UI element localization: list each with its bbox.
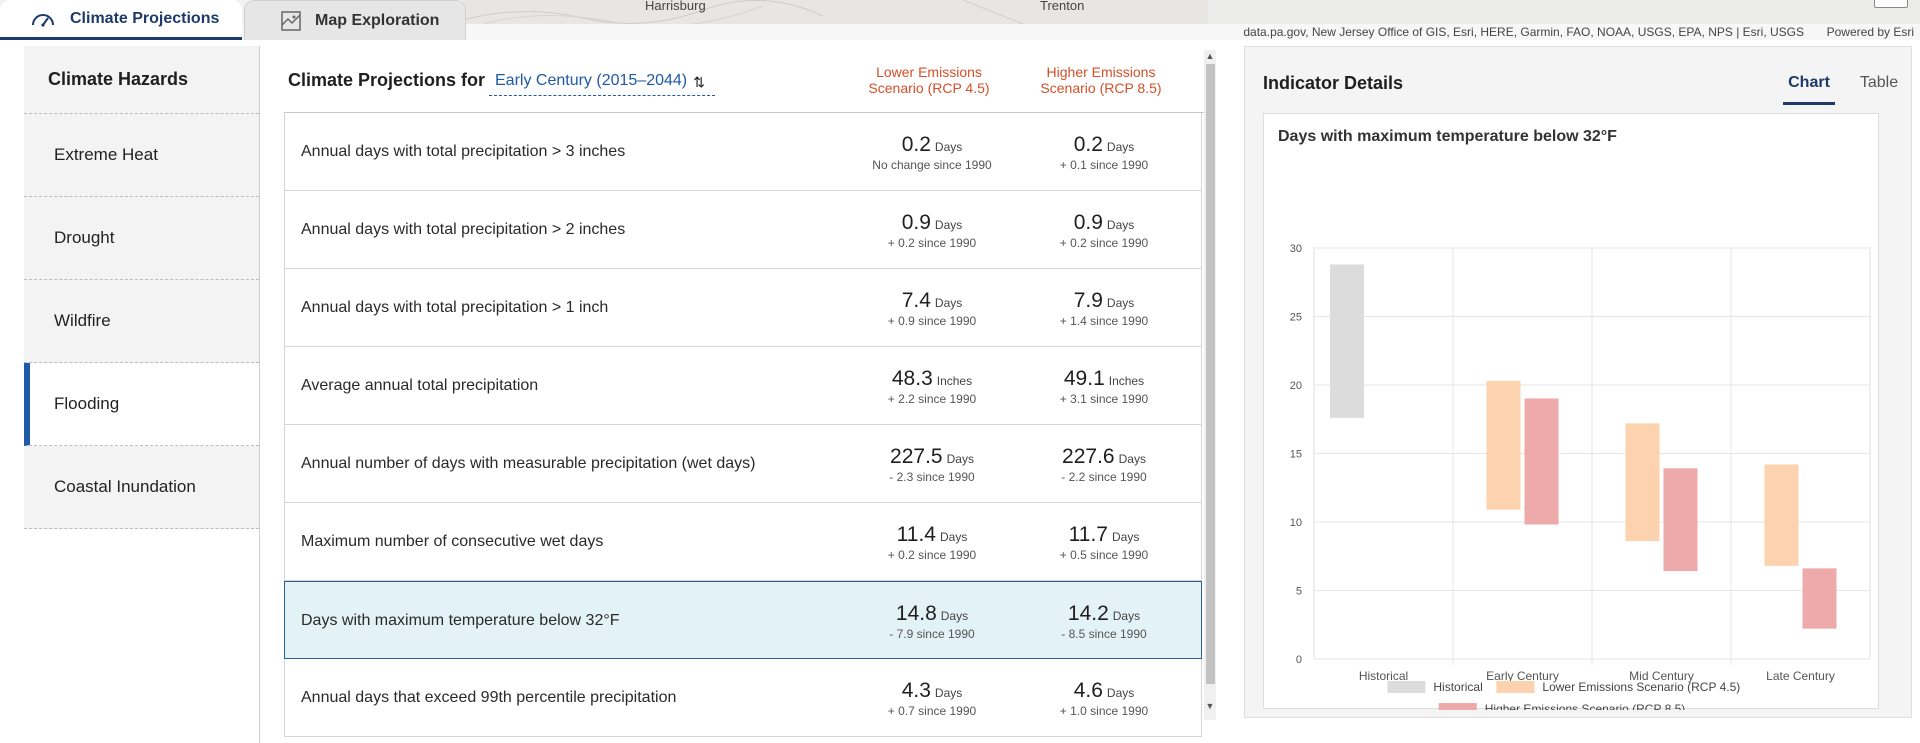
sidebar-item-drought[interactable]: Drought (24, 197, 259, 280)
table-row[interactable]: Annual days with total precipitation > 3… (284, 113, 1202, 191)
tab-table[interactable]: Table (1859, 74, 1899, 91)
map-icon (281, 10, 301, 31)
indicator-details-title: Indicator Details (1263, 73, 1404, 93)
y-tick-label: 15 (1290, 449, 1302, 461)
indicator-label: Annual number of days with measurable pr… (301, 455, 756, 472)
chart-card: Days with maximum temperature below 32°F… (1263, 113, 1879, 710)
range-bar (1625, 423, 1660, 542)
tab-climate-projections[interactable]: Climate Projections (0, 0, 242, 40)
y-tick-label: 20 (1290, 380, 1302, 392)
x-tick-label: Historical (1359, 669, 1408, 683)
higher-value: 49.1 Inches + 3.1 since 1990 (1059, 367, 1149, 406)
table-row-selected[interactable]: Days with maximum temperature below 32°F… (284, 581, 1202, 659)
legend-label: Higher Emissions Scenario (RCP 8.5) (1485, 702, 1686, 710)
lower-value: 0.2 Days No change since 1990 (872, 133, 992, 172)
lower-value: 11.4 Days + 0.2 since 1990 (887, 523, 977, 562)
y-tick-label: 10 (1290, 517, 1302, 529)
indicator-label: Days with maximum temperature below 32°F (301, 612, 620, 629)
higher-value: 14.2 Days - 8.5 since 1990 (1061, 602, 1147, 641)
sidebar-item-flooding[interactable]: Flooding (24, 363, 259, 446)
legend-swatch (1438, 703, 1477, 710)
sidebar-item-extreme-heat[interactable]: Extreme Heat (24, 114, 259, 197)
higher-value: 11.7 Days + 0.5 since 1990 (1059, 523, 1149, 562)
range-bar (1663, 468, 1698, 572)
tab-map-exploration-label: Map Exploration (315, 11, 440, 29)
sidebar-title: Climate Hazards (24, 46, 259, 114)
higher-value: 4.6 Days + 1.0 since 1990 (1059, 679, 1149, 718)
map-preview[interactable]: Harrisburg Trenton (463, 0, 1920, 24)
updown-chevron-icon: ⇅ (693, 74, 705, 90)
map-city-label: Trenton (1040, 0, 1085, 13)
lower-value: 48.3 Inches + 2.2 since 1990 (887, 367, 977, 406)
legend-swatch (1387, 681, 1426, 693)
map-city-label: Harrisburg (645, 0, 706, 13)
y-tick-label: 5 (1296, 586, 1302, 598)
tab-chart[interactable]: Chart (1783, 61, 1835, 105)
projections-title: Climate Projections for (288, 70, 486, 90)
gauge-icon (30, 11, 56, 27)
projections-header: Climate Projections for Early Century (2… (284, 46, 1204, 112)
higher-value: 227.6 Days - 2.2 since 1990 (1061, 445, 1147, 484)
higher-value: 7.9 Days + 1.4 since 1990 (1059, 289, 1149, 328)
scenario-higher-header: Higher Emissions Scenario (RCP 8.5) (1040, 64, 1162, 96)
indicator-label: Annual days with total precipitation > 3… (301, 143, 626, 160)
range-bar (1802, 568, 1837, 629)
legend-swatch (1496, 681, 1535, 693)
lower-value: 14.8 Days - 7.9 since 1990 (889, 602, 975, 641)
x-tick-label: Early Century (1486, 669, 1559, 683)
x-tick-label: Late Century (1766, 669, 1835, 683)
tab-map-exploration[interactable]: Map Exploration (244, 0, 466, 40)
map-attribution-bar (0, 24, 1920, 40)
indicator-details-panel: Indicator Details Chart Table Days with … (1244, 46, 1912, 718)
sidebar-item-wildfire[interactable]: Wildfire (24, 280, 259, 363)
range-chart: 0 5 10 15 20 25 30 Historical Early Century Mid C… (1290, 243, 1871, 710)
table-row[interactable]: Annual days with total precipitation > 2… (284, 191, 1202, 269)
scroll-up-arrow-icon[interactable]: ▲ (1205, 51, 1215, 61)
projections-panel: Climate Projections for Early Century (2… (284, 46, 1204, 743)
range-bar (1764, 464, 1799, 566)
lower-value: 227.5 Days - 2.3 since 1990 (889, 445, 975, 484)
indicator-label: Annual days with total precipitation > 2… (301, 221, 626, 238)
table-row[interactable]: Annual days with total precipitation > 1… (284, 269, 1202, 347)
lower-value: 4.3 Days + 0.7 since 1990 (887, 679, 977, 718)
map-control-button[interactable] (1874, 0, 1908, 8)
higher-value: 0.2 Days + 0.1 since 1990 (1059, 133, 1149, 172)
lower-value: 7.4 Days + 0.9 since 1990 (887, 289, 977, 328)
tab-climate-projections-label: Climate Projections (70, 9, 220, 27)
indicator-label: Annual days with total precipitation > 1… (301, 299, 609, 316)
indicator-label: Annual days that exceed 99th percentile … (301, 689, 677, 706)
y-tick-label: 0 (1296, 654, 1302, 666)
y-tick-label: 30 (1290, 243, 1302, 255)
period-select-value: Early Century (2015–2044) (495, 72, 688, 89)
scroll-down-arrow-icon[interactable]: ▼ (1205, 701, 1215, 711)
scenario-lower-header: Lower Emissions Scenario (RCP 4.5) (868, 64, 990, 96)
range-bar (1330, 264, 1364, 418)
powered-by-esri[interactable]: Powered by Esri (1826, 25, 1914, 39)
table-row[interactable]: Average annual total precipitation 48.3 I… (284, 347, 1202, 425)
sidebar-item-coastal-inundation[interactable]: Coastal Inundation (24, 446, 259, 529)
lower-value: 0.9 Days + 0.2 since 1990 (887, 211, 977, 250)
table-scrollbar-thumb[interactable] (1206, 64, 1215, 684)
higher-value: 0.9 Days + 0.2 since 1990 (1059, 211, 1149, 250)
legend-label: Historical (1433, 680, 1482, 694)
range-bar (1524, 398, 1559, 525)
indicator-label: Average annual total precipitation (301, 377, 539, 394)
indicator-label: Maximum number of consecutive wet days (301, 533, 604, 550)
table-row[interactable]: Maximum number of consecutive wet days 1… (284, 503, 1202, 581)
table-row[interactable]: Annual days that exceed 99th percentile … (284, 659, 1202, 737)
period-select[interactable]: Early Century (2015–2044) ⇅ (489, 70, 715, 96)
table-row[interactable]: Annual number of days with measurable pr… (284, 425, 1202, 503)
climate-hazards-sidebar: Climate Hazards Extreme Heat Drought Wil… (24, 46, 260, 743)
range-bar (1486, 380, 1521, 510)
indicator-table: Annual days with total precipitation > 3… (284, 112, 1204, 743)
legend-label: Lower Emissions Scenario (RCP 4.5) (1542, 680, 1740, 694)
y-tick-label: 25 (1290, 312, 1302, 324)
map-attribution: data.pa.gov, New Jersey Office of GIS, E… (1243, 25, 1804, 39)
map-terrain (463, 0, 1920, 24)
x-tick-label: Mid Century (1629, 669, 1694, 683)
chart-title: Days with maximum temperature below 32°F (1278, 128, 1617, 145)
